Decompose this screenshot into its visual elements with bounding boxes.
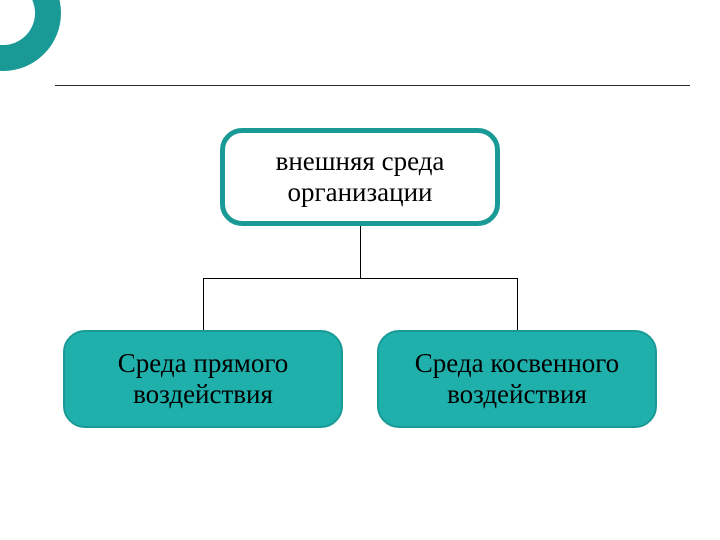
node-left-label: Среда прямого воздействия <box>118 348 288 410</box>
connector-horizontal <box>203 278 518 279</box>
connector-root-down <box>360 226 361 278</box>
node-root-label: внешняя среда организации <box>276 146 445 208</box>
node-left: Среда прямого воздействия <box>63 330 343 428</box>
header-divider <box>55 85 690 86</box>
connector-left-down <box>203 278 204 330</box>
node-right: Среда косвенного воздействия <box>377 330 657 428</box>
node-root: внешняя среда организации <box>220 128 500 226</box>
node-right-label: Среда косвенного воздействия <box>415 348 619 410</box>
connector-right-down <box>517 278 518 330</box>
